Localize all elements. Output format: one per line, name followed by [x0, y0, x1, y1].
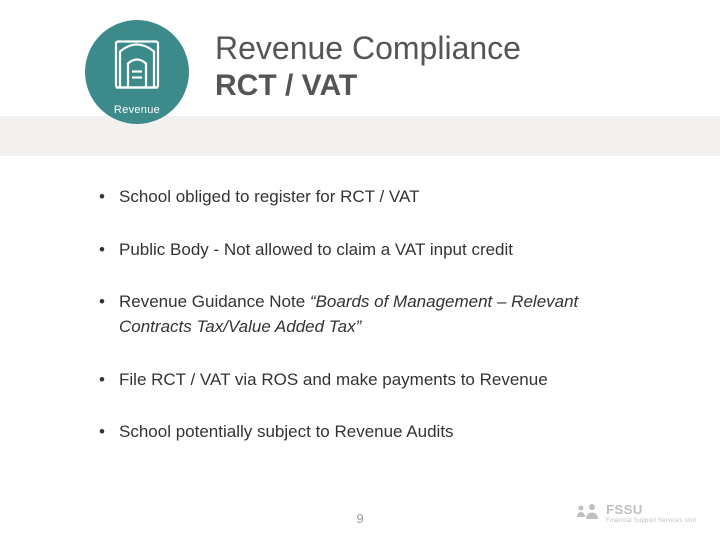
footer-logo: FSSU Financial Support Services Unit: [574, 500, 696, 526]
bullet-item: School obliged to register for RCT / VAT: [95, 185, 655, 210]
bullet-text: Public Body - Not allowed to claim a VAT…: [119, 240, 513, 259]
bullet-item: File RCT / VAT via ROS and make payments…: [95, 368, 655, 393]
title-line-1: Revenue Compliance: [215, 30, 521, 67]
bullet-item: Revenue Guidance Note “Boards of Managem…: [95, 290, 655, 339]
bullet-text-lead: Revenue Guidance Note: [119, 292, 310, 311]
bullet-item: Public Body - Not allowed to claim a VAT…: [95, 238, 655, 263]
footer-text: FSSU Financial Support Services Unit: [606, 503, 696, 524]
footer-subtitle: Financial Support Services Unit: [606, 518, 696, 524]
content-area: School obliged to register for RCT / VAT…: [95, 185, 655, 473]
bullet-list: School obliged to register for RCT / VAT…: [95, 185, 655, 445]
revenue-logo: Revenue: [82, 20, 192, 138]
revenue-arch-icon: [110, 37, 164, 98]
bullet-text: School obliged to register for RCT / VAT: [119, 187, 419, 206]
bullet-text: School potentially subject to Revenue Au…: [119, 422, 454, 441]
revenue-logo-label: Revenue: [85, 104, 189, 116]
bullet-text: File RCT / VAT via ROS and make payments…: [119, 370, 548, 389]
bullet-item: School potentially subject to Revenue Au…: [95, 420, 655, 445]
revenue-logo-circle: Revenue: [85, 20, 189, 124]
footer-acronym: FSSU: [606, 503, 696, 516]
fssu-mark-icon: [574, 500, 600, 526]
title-block: Revenue Compliance RCT / VAT: [215, 30, 521, 104]
title-line-2: RCT / VAT: [215, 67, 521, 105]
